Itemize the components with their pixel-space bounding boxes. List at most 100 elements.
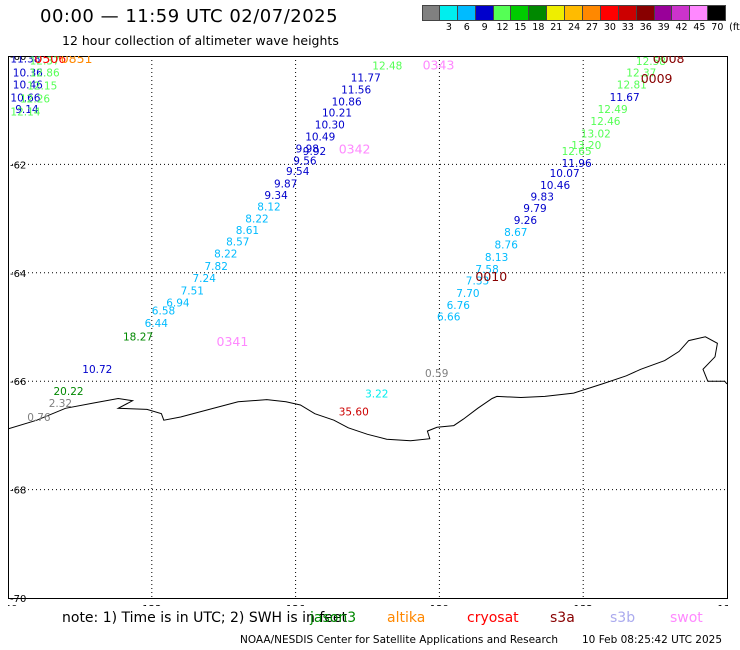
lon-tick-label: 132: [574, 604, 593, 606]
legend-swatch: [511, 6, 530, 20]
legend-label: 45: [693, 22, 706, 33]
wave-height-value: 12.14: [10, 107, 40, 119]
wave-height-value: 8.22: [245, 213, 268, 225]
map-frame: [8, 56, 728, 599]
wave-height-value: 10.07: [550, 168, 580, 180]
map-subtitle: 12 hour collection of altimeter wave hei…: [62, 33, 339, 48]
wave-height-value: 7.51: [181, 286, 204, 298]
wave-height-value: 7.82: [205, 261, 228, 273]
legend-label: 30: [603, 22, 616, 33]
wave-height-value: 12.46: [590, 116, 620, 128]
legend-unit: (ft): [729, 22, 740, 33]
wave-height-value: 3.22: [365, 389, 388, 401]
wave-height-value: 13.02: [581, 128, 611, 140]
wave-height-value: 11.56: [341, 84, 371, 96]
legend-label: 6: [463, 22, 470, 33]
wave-height-value: 9.34: [264, 190, 288, 202]
lat-tick-label: -68: [10, 486, 26, 497]
legend-label: 15: [514, 22, 527, 33]
wave-height-value: 10.86: [332, 96, 362, 108]
wave-height-value: 10.21: [322, 108, 352, 120]
pass-time-label: 0342: [339, 142, 371, 157]
legend-swatch: [565, 6, 584, 20]
wave-height-value: 7.33: [466, 276, 489, 288]
lat-tick-label: -66: [10, 377, 26, 388]
legend-swatch: [439, 6, 458, 20]
pass-time-label: 0506: [34, 56, 66, 66]
satellite-swot: swot: [670, 610, 703, 626]
wave-height-value: 11.96: [562, 158, 592, 170]
footnote: note: 1) Time is in UTC; 2) SWH is in fe…: [62, 610, 703, 626]
wave-height-value: 10.30: [315, 120, 345, 132]
wave-height-value: 6.94: [166, 297, 190, 309]
note-text: note: 1) Time is in UTC; 2) SWH is in fe…: [62, 610, 348, 626]
wave-height-value: 8.13: [485, 252, 508, 264]
lat-tick-label: -62: [10, 160, 26, 171]
wave-height-map: 120 123 126 129 132 135 -60 -62 -64 -66 -68 -70 11.…: [8, 56, 728, 606]
satellite-cryosat: cryosat: [467, 610, 519, 626]
wave-height-value: 9.87: [274, 179, 297, 191]
wave-height-value: 12.49: [598, 104, 628, 116]
wave-height-value: 10.72: [82, 364, 112, 376]
wave-height-value: 6.44: [145, 318, 169, 330]
legend-swatch: [600, 6, 619, 20]
lat-tick-label: -70: [10, 594, 26, 605]
legend-swatches: [422, 5, 727, 21]
legend-label: 33: [621, 22, 634, 33]
wave-height-value: 10.66: [10, 93, 40, 105]
wave-height-value: 8.12: [257, 202, 280, 214]
wave-height-value: 8.61: [236, 225, 259, 237]
pass-time-label: 0008: [653, 56, 685, 66]
wave-height-value: 12.86: [30, 68, 60, 80]
lon-tick-label: 129: [430, 604, 449, 606]
wave-height-value: 9.92: [303, 146, 326, 158]
wave-height-value: 8.67: [504, 227, 527, 239]
wave-height-value: 12.58: [636, 56, 666, 68]
wave-height-value: 13.20: [571, 140, 601, 152]
satellite-jason3: jason3: [310, 610, 357, 626]
pass-time-label: 0341: [217, 334, 249, 349]
legend-swatch: [493, 6, 512, 20]
legend-swatch: [529, 6, 548, 20]
legend-label: 39: [657, 22, 670, 33]
wave-height-value: 12.37: [30, 56, 60, 68]
legend-label: 21: [550, 22, 563, 33]
wave-height-value: 9.79: [523, 203, 546, 215]
wave-height-value: 10.46: [13, 80, 43, 92]
wave-height-value: 11.67: [610, 92, 640, 104]
wave-height-value: 0.76: [27, 412, 51, 424]
axis-tick-labels: 120 123 126 129 132 135 -60 -62 -64 -66 -68 -70: [8, 56, 728, 606]
legend-label: 12: [496, 22, 509, 33]
wave-height-value: 20.22: [54, 386, 84, 398]
wave-height-value: 12.65: [562, 146, 592, 158]
pass-time-label: 0851: [61, 56, 93, 66]
wave-height-value: 12.81: [617, 80, 647, 92]
lon-tick-label: 120: [8, 604, 18, 606]
wave-height-value: 6.58: [152, 306, 175, 318]
satellite-altika: altika: [387, 610, 426, 626]
wave-height-value: 9.14: [15, 104, 39, 116]
legend-swatch: [654, 6, 673, 20]
legend-swatch: [708, 6, 727, 20]
legend-label: 18: [532, 22, 545, 33]
wave-height-value: 8.57: [226, 237, 249, 249]
wave-height-value: 12.15: [27, 81, 57, 93]
satellite-s3b: s3b: [610, 610, 636, 626]
legend-swatch: [547, 6, 566, 20]
wave-height-value: 7.58: [475, 264, 498, 276]
legend-swatch: [636, 6, 655, 20]
legend-label: 24: [568, 22, 581, 33]
wave-height-value: 10.36: [13, 68, 43, 80]
lat-tick-label: -60: [10, 56, 26, 63]
legend-label: 27: [586, 22, 599, 33]
credit-text: NOAA/NESDIS Center for Satellite Applica…: [240, 634, 558, 646]
legend-label: 9: [481, 22, 488, 33]
legend-label: 42: [675, 22, 688, 33]
legend-swatch: [475, 6, 494, 20]
wave-height-value: 8.76: [495, 239, 519, 251]
wave-height-value: 9.54: [286, 166, 310, 178]
wave-height-value: 9.83: [531, 192, 554, 204]
wave-height-value: 9.26: [514, 215, 538, 227]
wave-height-value: 10.46: [540, 180, 570, 192]
